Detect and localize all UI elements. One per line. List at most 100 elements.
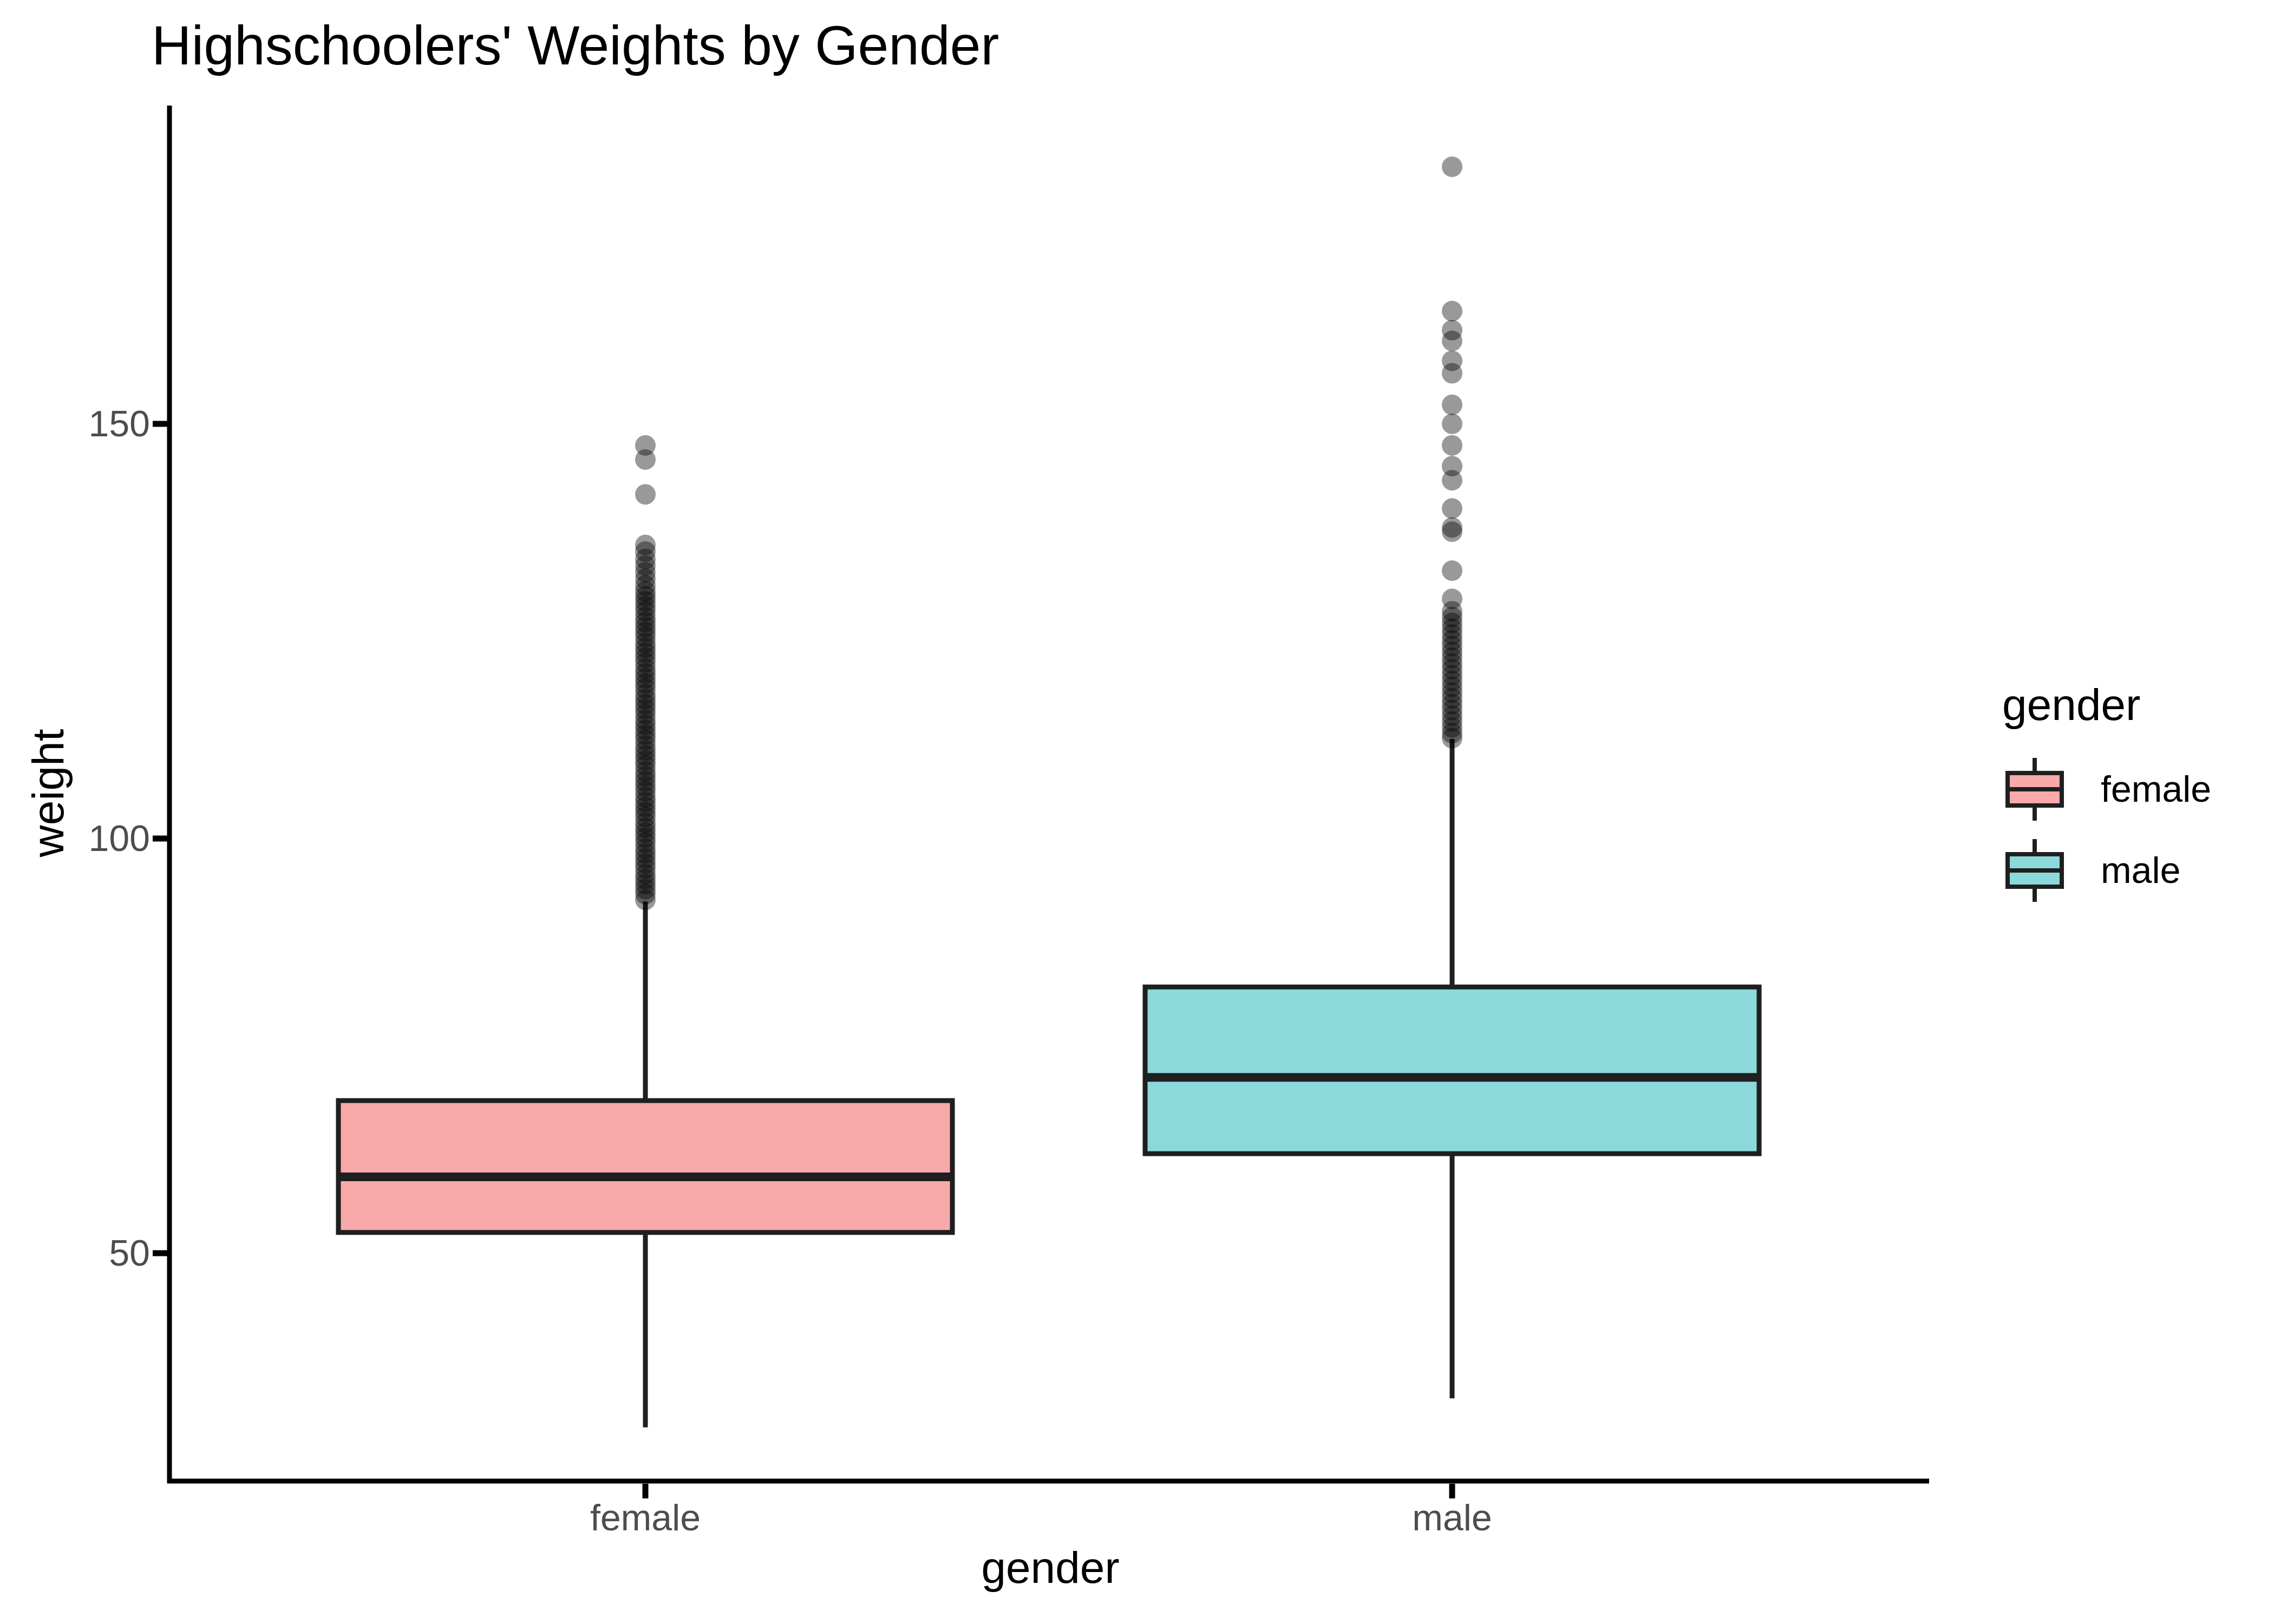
x-axis-title: gender [981,1543,1120,1593]
box-male [1142,984,1762,1156]
outlier-point-female [635,678,656,699]
outlier-point-female [635,586,656,607]
outlier-point-female [635,729,656,750]
outlier-point-female [635,601,656,622]
outlier-point-female [635,755,656,776]
outlier-point-female [635,807,656,828]
outlier-point-female [635,642,656,663]
outlier-point-male [1442,717,1462,738]
outlier-point-female [635,874,656,895]
outlier-point-male [1442,330,1462,351]
outlier-point-female [635,745,656,766]
outlier-point-male [1442,521,1462,542]
outlier-point-male [1442,670,1462,691]
outlier-point-male [1442,659,1462,680]
outlier-point-female [635,575,656,596]
outlier-point-female [635,719,656,741]
outlier-point-female [635,596,656,617]
outlier-point-female [635,581,656,602]
legend-entry-male: male [2002,838,2211,903]
legend: gender female male [2002,683,2211,903]
outlier-point-female [635,822,656,843]
outlier-point-female [635,879,656,900]
outlier-point-female [635,591,656,612]
legend-key-male-icon [2005,839,2064,902]
outlier-point-male [1442,699,1462,721]
outlier-point-male [1442,363,1462,384]
outlier-point-male [1442,728,1462,749]
outlier-point-male [1442,647,1462,669]
legend-label-male: male [2101,850,2181,891]
outlier-point-female [635,796,656,817]
outlier-point-male [1442,693,1462,715]
outlier-point-female [635,827,656,848]
outlier-point-female [635,761,656,782]
outlier-point-female [635,766,656,787]
outlier-point-female [635,740,656,761]
outlier-point-female [635,647,656,669]
legend-label-female: female [2101,769,2212,810]
outlier-point-male [1442,636,1462,657]
outlier-point-male [1442,688,1462,709]
outlier-point-male [1442,601,1462,622]
box-female [336,1098,955,1235]
legend-title: gender [2002,680,2141,730]
outlier-point-female [635,699,656,720]
outlier-point-male [1442,588,1462,610]
outlier-point-female [635,858,656,879]
plot-title: Highschoolers' Weights by Gender [152,15,999,76]
outlier-point-male [1442,723,1462,744]
outlier-point-female [635,771,656,792]
outlier-point-male [1442,435,1462,456]
outlier-point-female [635,848,656,869]
outlier-point-male [1442,606,1462,627]
outlier-point-female [635,541,656,562]
outlier-point-female [635,843,656,864]
outlier-point-female [635,832,656,853]
outlier-point-male [1442,624,1462,645]
outlier-point-female [635,449,656,470]
outlier-point-female [635,435,656,456]
outlier-point-female [635,812,656,833]
outlier-point-female [635,883,656,905]
outlier-point-male [1442,630,1462,651]
outlier-point-female [635,791,656,813]
outlier-point-female [635,853,656,874]
outlier-point-female [635,626,656,647]
outlier-point-male [1442,350,1462,371]
x-tick-label: female [590,1497,701,1538]
outlier-point-female [635,548,656,569]
outlier-point-female [635,562,656,583]
outlier-point-male [1442,470,1462,491]
outlier-point-male [1442,498,1462,519]
outlier-point-male [1442,612,1462,633]
outlier-point-female [635,689,656,710]
outlier-point-male [1442,676,1462,697]
outlier-point-female [635,709,656,730]
outlier-point-female [635,568,656,590]
outlier-point-female [635,658,656,679]
outlier-point-male [1442,560,1462,581]
outlier-point-female [635,704,656,725]
outlier-point-male [1442,705,1462,726]
outlier-point-female [635,869,656,890]
outlier-point-male [1442,682,1462,703]
outlier-point-female [635,838,656,859]
outlier-point-female [635,663,656,684]
outlier-point-female [635,787,656,808]
outlier-point-female [635,617,656,638]
outlier-point-female [635,750,656,771]
outlier-point-female [635,817,656,839]
y-tick-label: 50 [109,1233,150,1274]
outlier-point-female [635,889,656,911]
outlier-point-female [635,715,656,736]
y-tick-label: 100 [88,818,150,859]
outlier-point-female [635,606,656,627]
outlier-point-male [1442,665,1462,686]
outlier-point-female [635,735,656,756]
outlier-point-male [1442,517,1462,538]
outlier-point-female [635,776,656,797]
outlier-point-male [1442,456,1462,477]
